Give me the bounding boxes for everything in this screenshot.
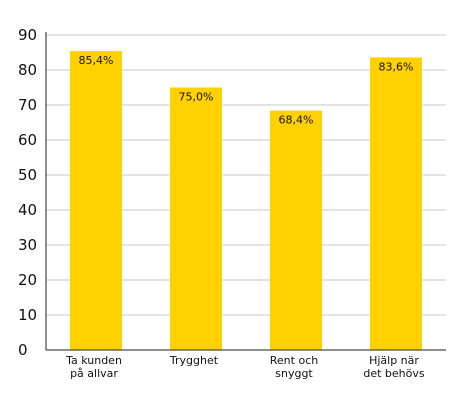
- bar: [70, 51, 122, 350]
- y-tick-label: 10: [18, 306, 37, 324]
- y-tick-label: 90: [18, 26, 37, 44]
- y-tick-label: 40: [18, 201, 37, 219]
- bar: [370, 57, 422, 351]
- x-tick-label: Rent och: [270, 354, 318, 367]
- y-tick-label: 20: [18, 271, 37, 289]
- axes: [45, 32, 446, 351]
- data-label: 83,6%: [379, 60, 414, 73]
- x-tick-label: på allvar: [70, 367, 118, 380]
- x-tick-label: det behövs: [363, 367, 425, 380]
- bars: [70, 51, 422, 351]
- y-tick-label: 0: [18, 341, 28, 359]
- bar: [170, 87, 222, 350]
- y-tick-label: 50: [18, 166, 37, 184]
- data-label: 68,4%: [279, 114, 314, 127]
- y-tick-label: 70: [18, 96, 37, 114]
- y-tick-label: 60: [18, 131, 37, 149]
- y-tick-label: 30: [18, 236, 37, 254]
- x-tick-label: Hjälp när: [369, 354, 419, 367]
- x-tick-label: snyggt: [275, 367, 313, 380]
- x-tick-label: Ta kunden: [65, 354, 122, 367]
- bar: [270, 110, 322, 350]
- data-label: 85,4%: [79, 54, 114, 67]
- y-tick-label: 80: [18, 61, 37, 79]
- data-label: 75,0%: [179, 91, 214, 104]
- x-tick-label: Trygghet: [169, 354, 219, 367]
